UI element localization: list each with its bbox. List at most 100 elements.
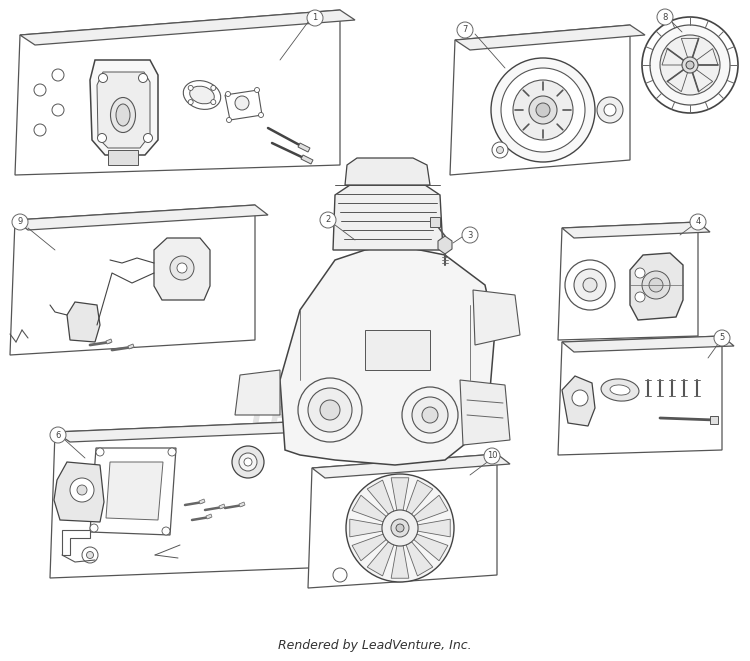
Circle shape — [177, 263, 187, 273]
Circle shape — [254, 87, 260, 93]
Circle shape — [604, 104, 616, 116]
Circle shape — [143, 134, 152, 143]
Ellipse shape — [601, 379, 639, 401]
Polygon shape — [97, 72, 150, 148]
Circle shape — [34, 84, 46, 96]
Polygon shape — [15, 205, 268, 230]
Circle shape — [188, 100, 194, 104]
Polygon shape — [239, 502, 245, 507]
Circle shape — [50, 427, 66, 443]
Circle shape — [96, 448, 104, 456]
Polygon shape — [418, 519, 450, 537]
Polygon shape — [406, 480, 433, 514]
Circle shape — [635, 292, 645, 302]
Circle shape — [686, 61, 694, 69]
Polygon shape — [54, 462, 104, 522]
Text: 7: 7 — [462, 26, 468, 34]
Text: 4: 4 — [695, 217, 700, 227]
Circle shape — [574, 269, 606, 301]
Circle shape — [333, 568, 347, 582]
Circle shape — [536, 103, 550, 117]
Polygon shape — [280, 245, 495, 465]
Circle shape — [346, 474, 454, 582]
Circle shape — [660, 35, 720, 95]
Circle shape — [572, 390, 588, 406]
Polygon shape — [50, 418, 385, 578]
Circle shape — [422, 407, 438, 423]
Polygon shape — [473, 290, 520, 345]
Polygon shape — [333, 185, 443, 250]
Circle shape — [391, 519, 409, 537]
Circle shape — [232, 446, 264, 478]
Polygon shape — [308, 454, 497, 588]
Polygon shape — [558, 336, 722, 455]
Circle shape — [635, 268, 645, 278]
Polygon shape — [365, 330, 430, 370]
Polygon shape — [106, 462, 163, 520]
Circle shape — [52, 104, 64, 116]
Polygon shape — [15, 10, 340, 175]
Polygon shape — [106, 339, 112, 344]
Circle shape — [77, 485, 87, 495]
Circle shape — [501, 68, 585, 152]
Polygon shape — [312, 454, 510, 478]
Circle shape — [211, 100, 216, 104]
Polygon shape — [235, 370, 280, 415]
Polygon shape — [90, 60, 158, 155]
Polygon shape — [128, 344, 134, 349]
Circle shape — [496, 147, 503, 153]
Circle shape — [412, 397, 448, 433]
Polygon shape — [697, 48, 718, 65]
Circle shape — [162, 527, 170, 535]
Ellipse shape — [183, 81, 220, 109]
Polygon shape — [692, 69, 712, 92]
Polygon shape — [438, 236, 452, 254]
Polygon shape — [668, 69, 688, 92]
Polygon shape — [562, 376, 595, 426]
Polygon shape — [90, 448, 176, 535]
Polygon shape — [350, 519, 382, 537]
Polygon shape — [392, 546, 409, 578]
Circle shape — [642, 271, 670, 299]
Polygon shape — [710, 416, 718, 424]
Polygon shape — [460, 380, 510, 445]
Text: Rendered by LeadVenture, Inc.: Rendered by LeadVenture, Inc. — [278, 639, 472, 652]
Circle shape — [239, 453, 257, 471]
Circle shape — [320, 400, 340, 420]
Ellipse shape — [116, 104, 130, 126]
Polygon shape — [630, 253, 683, 320]
Polygon shape — [301, 155, 313, 164]
Circle shape — [657, 9, 673, 25]
Text: 5: 5 — [719, 334, 724, 342]
Polygon shape — [430, 217, 440, 227]
Circle shape — [565, 260, 615, 310]
Polygon shape — [368, 480, 394, 514]
Circle shape — [82, 547, 98, 563]
Circle shape — [513, 80, 573, 140]
Circle shape — [307, 10, 323, 26]
Polygon shape — [206, 514, 212, 519]
Polygon shape — [392, 478, 409, 510]
Text: 3: 3 — [467, 231, 472, 239]
Circle shape — [714, 330, 730, 346]
Circle shape — [382, 510, 418, 546]
Polygon shape — [345, 158, 430, 185]
Circle shape — [402, 387, 458, 443]
Circle shape — [491, 58, 595, 162]
Circle shape — [583, 278, 597, 292]
Circle shape — [244, 458, 252, 466]
Polygon shape — [154, 238, 210, 300]
Circle shape — [298, 378, 362, 442]
Text: 6: 6 — [56, 430, 61, 440]
Circle shape — [98, 134, 106, 143]
Circle shape — [396, 524, 404, 532]
Polygon shape — [199, 499, 205, 504]
Polygon shape — [62, 530, 90, 555]
Circle shape — [462, 227, 478, 243]
Polygon shape — [562, 222, 710, 238]
Text: 1: 1 — [312, 13, 318, 22]
Circle shape — [320, 212, 336, 228]
Circle shape — [52, 69, 64, 81]
Polygon shape — [225, 90, 262, 120]
Text: 9: 9 — [17, 217, 22, 227]
